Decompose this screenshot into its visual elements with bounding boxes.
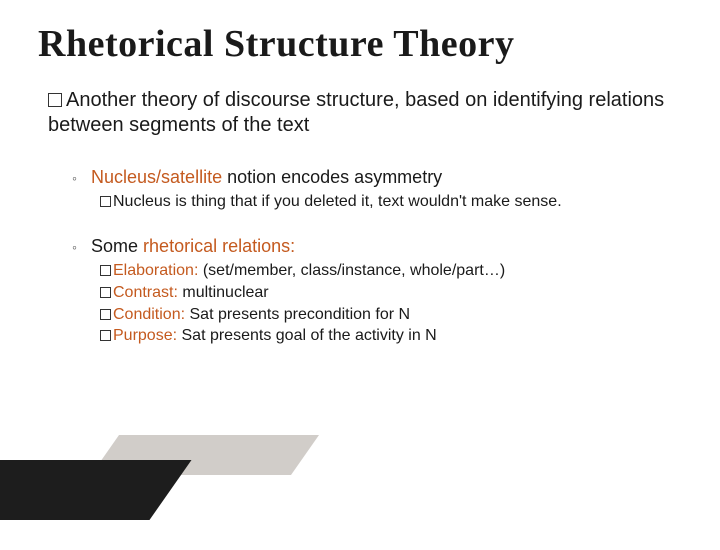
nested-text: (set/member, class/instance, whole/part…… [198,262,505,279]
decoration-dark-shape [0,460,192,520]
main-bullet-rest: theory of discourse structure, based on … [48,89,664,136]
sub-item-head: ◦ Nucleus/satellite notion encodes asymm… [72,166,682,189]
ring-bullet-icon: ◦ [72,238,86,256]
nested-line: Elaboration: (set/member, class/instance… [100,260,682,282]
square-bullet-icon [48,93,62,107]
main-bullet: Another theory of discourse structure, b… [0,66,720,138]
nested-text: Sat presents precondition for N [185,306,410,323]
square-bullet-icon [100,309,111,320]
sub-head-accent: rhetorical relations: [143,236,295,256]
nested-accent: Purpose: [113,327,177,344]
nested-list: Nucleus is thing that if you deleted it,… [72,189,682,231]
nested-line: Purpose: Sat presents goal of the activi… [100,325,682,347]
square-bullet-icon [100,265,111,276]
sub-item-head: ◦ Some rhetorical relations: [72,235,682,258]
nested-text: Nucleus is thing that if you deleted it,… [113,193,562,210]
main-bullet-lead: Another [66,89,136,111]
square-bullet-icon [100,287,111,298]
sub-item: ◦ Some rhetorical relations: Elaboration… [72,235,682,365]
decoration-grey-shape [91,435,319,475]
nested-text: multinuclear [178,284,269,301]
square-bullet-icon [100,196,111,207]
corner-decoration [0,460,212,550]
sub-head-accent: Nucleus/satellite [91,167,222,187]
ring-bullet-icon: ◦ [72,169,86,187]
sub-head-text-after: notion encodes asymmetry [222,167,442,187]
sub-item: ◦ Nucleus/satellite notion encodes asymm… [72,166,682,231]
nested-accent: Elaboration: [113,262,198,279]
slide-title: Rhetorical Structure Theory [0,0,720,66]
nested-line: Condition: Sat presents precondition for… [100,304,682,326]
nested-accent: Contrast: [113,284,178,301]
sub-bullet-list: ◦ Nucleus/satellite notion encodes asymm… [0,138,720,365]
nested-line: Nucleus is thing that if you deleted it,… [100,191,682,213]
square-bullet-icon [100,330,111,341]
sub-head-text-before: Some [91,236,143,256]
nested-accent: Condition: [113,306,185,323]
nested-line: Contrast: multinuclear [100,282,682,304]
nested-text: Sat presents goal of the activity in N [177,327,437,344]
nested-list: Elaboration: (set/member, class/instance… [72,258,682,364]
